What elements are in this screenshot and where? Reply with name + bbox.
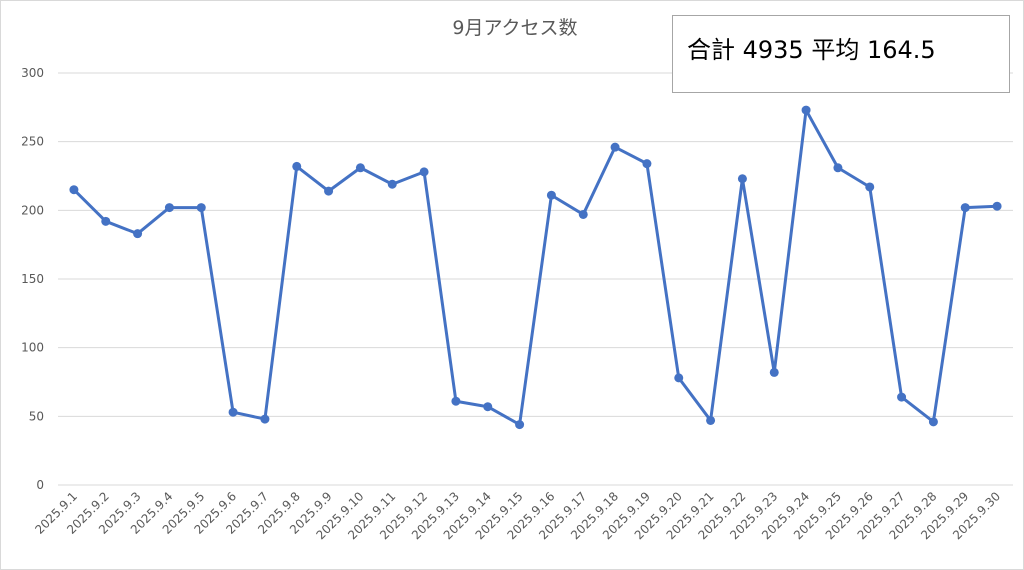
data-point xyxy=(451,396,461,406)
data-point xyxy=(642,159,652,169)
data-point xyxy=(865,182,875,192)
data-point xyxy=(610,142,620,152)
data-point xyxy=(897,392,907,402)
data-point xyxy=(196,203,206,213)
data-point xyxy=(483,402,493,412)
summary-box: 合計 4935 平均 164.5 xyxy=(672,15,1010,93)
data-point xyxy=(260,414,270,424)
data-point xyxy=(515,420,525,430)
y-tick-label: 300 xyxy=(21,66,44,80)
data-point xyxy=(706,415,716,425)
data-point xyxy=(737,174,747,184)
data-point xyxy=(833,163,843,173)
y-tick-label: 250 xyxy=(21,135,44,149)
y-tick-label: 0 xyxy=(36,478,44,492)
data-point xyxy=(292,161,302,171)
y-tick-label: 50 xyxy=(29,409,44,423)
data-point xyxy=(228,407,238,417)
data-point xyxy=(578,209,588,219)
data-point xyxy=(133,229,143,239)
data-point xyxy=(992,201,1002,211)
data-point xyxy=(674,373,684,383)
data-point xyxy=(546,190,556,200)
series-line xyxy=(72,108,998,427)
data-point xyxy=(769,367,779,377)
data-point xyxy=(69,185,79,195)
data-point xyxy=(355,163,365,173)
data-point xyxy=(928,417,938,427)
y-tick-label: 200 xyxy=(21,203,44,217)
y-tick-label: 150 xyxy=(21,272,44,286)
data-point xyxy=(419,167,429,177)
chart-title: 9月アクセス数 xyxy=(452,17,577,39)
data-point xyxy=(960,203,970,213)
data-point xyxy=(101,216,111,226)
y-tick-label: 100 xyxy=(21,341,44,355)
data-point xyxy=(387,179,397,189)
data-point xyxy=(324,186,334,196)
data-point xyxy=(164,203,174,213)
data-point xyxy=(801,105,811,115)
